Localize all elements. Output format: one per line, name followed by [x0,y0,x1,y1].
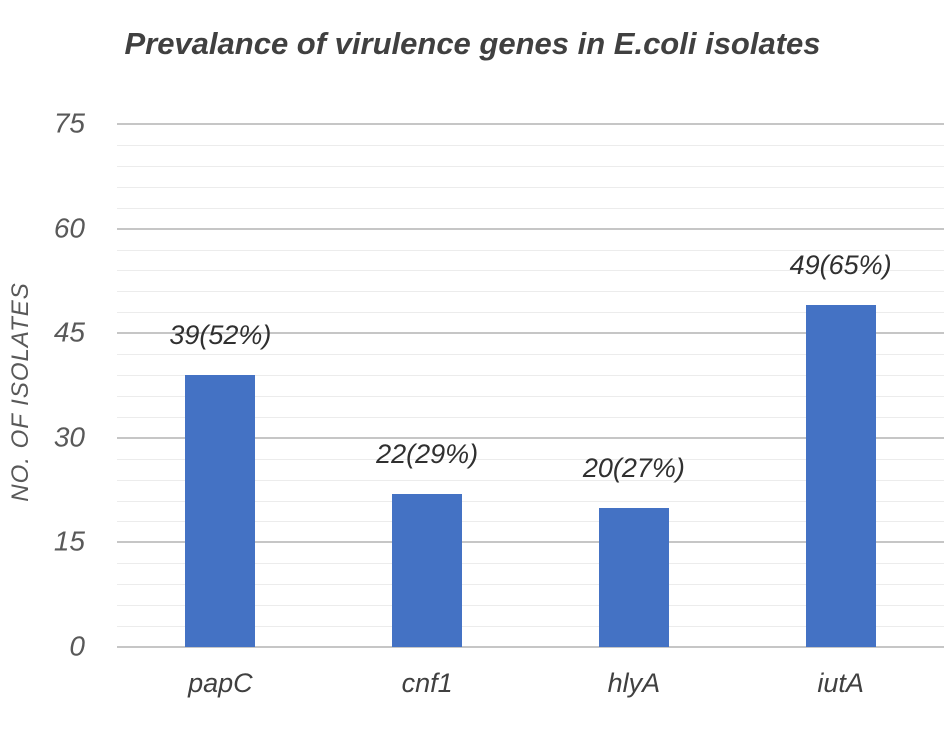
bar-data-label: 22(29%) [376,438,479,469]
bar-data-label: 49(65%) [789,250,892,281]
y-tick-label: 30 [53,421,85,453]
y-tick-label: 45 [53,316,85,348]
x-category-label: hlyA [607,668,661,698]
gridline-minor [117,207,944,209]
y-tick-label: 75 [53,107,85,139]
bar-hlyA [598,507,669,647]
bar-cnf1 [392,493,463,647]
y-tick-label: 15 [53,525,85,557]
bar-iutA [805,305,876,647]
x-category-label: iutA [817,668,864,698]
gridline-minor [117,144,944,146]
gridline-minor [117,291,944,293]
gridline-major [117,227,944,230]
gridline-minor [117,165,944,167]
x-category-label: papC [188,668,253,698]
bar-data-label: 39(52%) [169,320,272,351]
gridline-minor [117,186,944,188]
y-tick-label: 0 [69,630,85,662]
bar-papC [185,375,256,647]
x-category-label: cnf1 [401,668,453,698]
y-tick-label: 60 [53,212,85,244]
bar-data-label: 20(27%) [582,452,685,483]
chart-title: Prevalance of virulence genes in E.coli … [124,26,821,61]
gridline-major [117,123,944,125]
